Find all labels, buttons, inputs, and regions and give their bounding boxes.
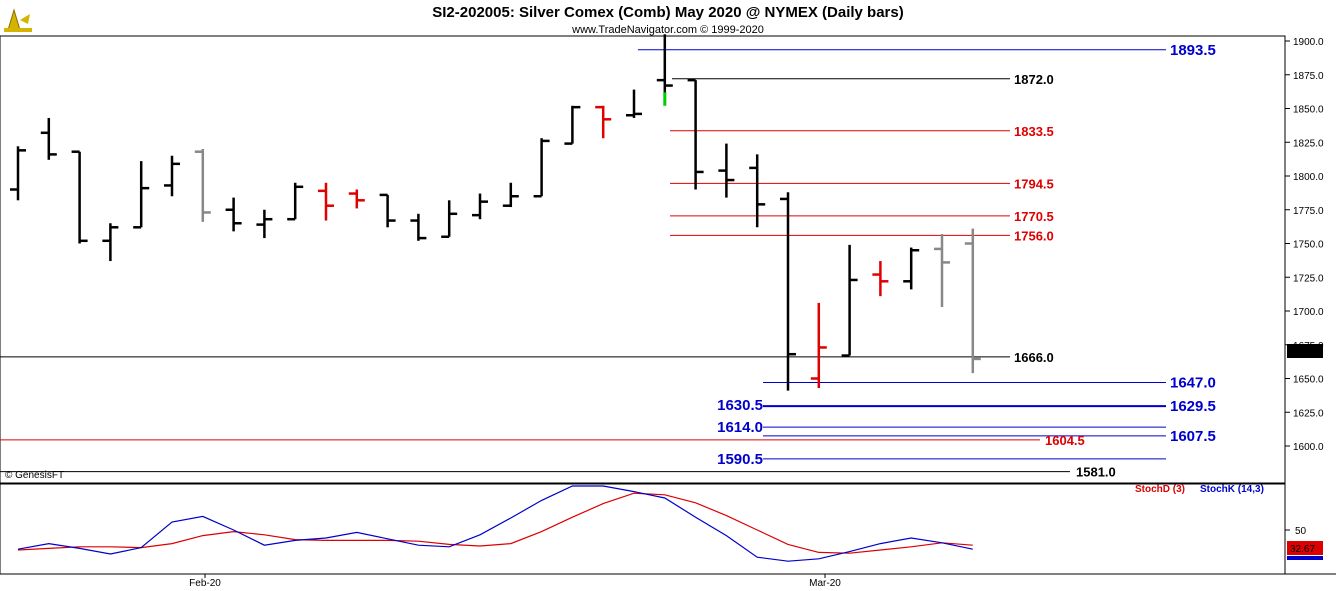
svg-text:1664.5: 1664.5 [1290, 347, 1321, 358]
level-label: 1604.5 [1045, 433, 1085, 448]
ohlc-bar [225, 197, 242, 232]
level-label: 1833.5 [1014, 124, 1054, 139]
level-label: 1770.5 [1014, 209, 1054, 224]
ohlc-bar [441, 200, 458, 238]
ohlc-bar [164, 155, 180, 197]
stoch-axis: 50 [1284, 484, 1323, 574]
y-tick-label: 1725.0 [1293, 273, 1324, 284]
chart-title: SI2-202005: Silver Comex (Comb) May 2020… [432, 4, 903, 21]
ohlc-bar [287, 182, 304, 221]
ohlc-bar [194, 149, 211, 222]
level-label: 1590.5 [717, 451, 763, 468]
ohlc-bar [256, 209, 273, 239]
stoch-series-line [17, 485, 973, 562]
level-label: 1794.5 [1014, 176, 1054, 191]
ohlc-bar [718, 143, 735, 198]
stoch-panel-frame [0, 483, 1286, 575]
stochk-tag [1287, 556, 1323, 560]
ohlc-bar [71, 150, 88, 244]
ohlc-bar [40, 117, 57, 160]
level-label: 1872.0 [1014, 72, 1054, 87]
level-label: 1893.5 [1170, 42, 1216, 59]
ohlc-bar [133, 161, 150, 229]
y-tick-label: 1825.0 [1293, 138, 1324, 149]
ohlc-bar [626, 89, 642, 118]
stoch-tick-label: 50 [1295, 526, 1307, 537]
ohlc-bar [410, 213, 427, 241]
y-tick-label: 1750.0 [1293, 240, 1324, 251]
y-tick-label: 1700.0 [1293, 307, 1324, 318]
y-tick-label: 1775.0 [1293, 206, 1324, 217]
ohlc-bar [472, 193, 488, 220]
ohlc-bar [872, 261, 889, 297]
ohlc-bar [10, 146, 26, 201]
ohlc-bar [533, 138, 550, 198]
level-label: 1629.5 [1170, 398, 1216, 415]
level-lines: 1893.5 1872.0 1833.5 1794.5 1770.5 1756.0 1666… [0, 42, 1216, 480]
level-label: 1756.0 [1014, 228, 1054, 243]
level-label: 1666.0 [1014, 350, 1054, 365]
date-axis: Feb-20 Mar-20 [189, 574, 841, 589]
chart-subtitle: www.TradeNavigator.com © 1999-2020 [571, 24, 764, 36]
stoch-last-value-tag: 32.67 [1287, 541, 1323, 555]
ohlc-bar [656, 34, 673, 104]
ohlc-bar [934, 234, 950, 307]
last-price-tag: 1664.5 [1287, 344, 1323, 358]
ohlc-bar [379, 193, 396, 228]
ohlc-bar [841, 244, 858, 357]
ohlc-bar [903, 247, 920, 290]
level-label: 1614.0 [717, 419, 763, 436]
ohlc-bar [595, 105, 612, 139]
stoch-legend-k: StochK (14,3) [1200, 484, 1264, 495]
ohlc-bar [502, 182, 519, 208]
watermark: © GenesisFT [5, 470, 64, 481]
svg-text:32.67: 32.67 [1290, 544, 1315, 555]
level-label: 1630.5 [717, 397, 763, 414]
price-panel-frame [0, 35, 1286, 484]
y-tick-label: 1900.0 [1293, 37, 1324, 48]
x-tick-label: Mar-20 [809, 578, 841, 589]
price-bars [10, 34, 981, 391]
ohlc-bar [749, 154, 766, 228]
stoch-legend-d: StochD (3) [1135, 484, 1185, 495]
logo-icon [4, 8, 32, 32]
y-tick-label: 1800.0 [1293, 172, 1324, 183]
y-tick-label: 1875.0 [1293, 71, 1324, 82]
stoch-lines [17, 485, 973, 562]
x-tick-label: Feb-20 [189, 578, 221, 589]
stoch-series-line [17, 492, 973, 554]
ohlc-bar [318, 182, 334, 221]
level-label: 1607.5 [1170, 428, 1216, 445]
y-tick-label: 1600.0 [1293, 442, 1324, 453]
level-label: 1647.0 [1170, 375, 1216, 392]
ohlc-bar [564, 105, 581, 145]
y-tick-label: 1650.0 [1293, 375, 1324, 386]
y-tick-label: 1625.0 [1293, 408, 1324, 419]
ohlc-bar [348, 189, 365, 209]
level-label: 1581.0 [1076, 465, 1116, 480]
ohlc-bar [964, 228, 981, 374]
price-axis: 1900.0 1875.0 1850.0 1825.0 1800.0 1775.0 1750… [1284, 36, 1324, 483]
ohlc-bar [780, 192, 796, 391]
ohlc-bar [102, 223, 119, 262]
y-tick-label: 1850.0 [1293, 105, 1324, 116]
ohlc-bar [810, 302, 827, 388]
ohlc-bar [687, 78, 704, 190]
